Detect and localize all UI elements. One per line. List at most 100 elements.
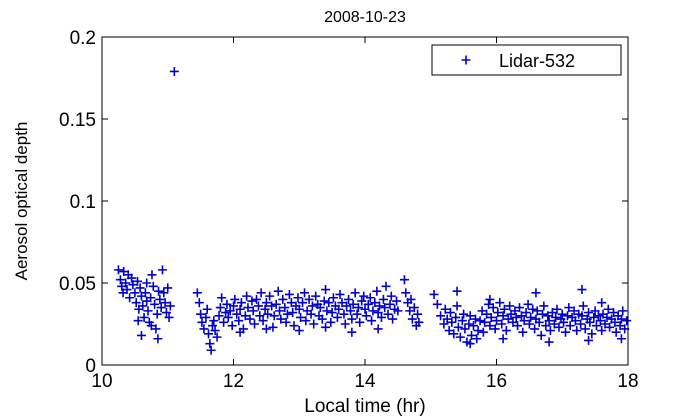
data-point — [486, 312, 496, 322]
data-point — [401, 288, 411, 298]
data-point — [327, 308, 337, 318]
data-point — [372, 286, 382, 296]
data-point — [136, 330, 146, 340]
data-point — [618, 306, 628, 316]
data-point — [298, 298, 308, 308]
data-point — [406, 294, 416, 304]
data-point — [306, 309, 316, 319]
data-point — [267, 301, 277, 311]
data-point — [163, 283, 173, 293]
data-point — [271, 299, 281, 309]
data-point — [315, 303, 325, 313]
data-point — [530, 324, 540, 334]
data-point — [597, 298, 607, 308]
data-point — [280, 303, 290, 313]
data-point — [119, 267, 129, 277]
y-tick-label: 0.15 — [59, 110, 96, 131]
data-point — [125, 293, 135, 303]
data-point — [153, 334, 163, 344]
data-point — [207, 321, 217, 331]
data-point — [516, 311, 526, 321]
data-point — [460, 324, 470, 334]
data-point — [492, 316, 501, 326]
data-point — [352, 309, 362, 319]
data-point — [196, 309, 206, 319]
data-point — [260, 304, 270, 314]
data-point — [201, 312, 211, 322]
data-point — [485, 321, 495, 331]
data-point — [459, 309, 469, 319]
data-point — [235, 304, 245, 314]
data-point — [544, 337, 554, 347]
data-point — [452, 286, 462, 296]
data-point — [121, 278, 131, 288]
data-point — [194, 298, 204, 308]
axes: 10 12 14 16 18 0 0.05 0.1 0.15 0.2 — [59, 28, 639, 392]
data-point — [440, 304, 450, 314]
data-point — [304, 294, 314, 304]
data-point — [468, 321, 478, 331]
data-point — [409, 303, 419, 313]
chart-title: 2008-10-23 — [324, 9, 406, 26]
data-point — [577, 285, 587, 295]
data-point — [457, 316, 467, 326]
data-point — [150, 299, 160, 309]
data-point — [543, 311, 553, 321]
data-point — [344, 294, 354, 304]
data-point — [449, 329, 459, 339]
data-point — [275, 306, 285, 316]
data-point — [572, 326, 582, 336]
data-point — [197, 317, 207, 327]
data-point — [328, 293, 338, 303]
data-point — [521, 308, 531, 318]
data-point — [160, 298, 170, 308]
data-point — [252, 294, 262, 304]
data-point — [199, 324, 209, 334]
data-point — [368, 306, 378, 316]
data-point — [413, 309, 423, 319]
data-point — [519, 316, 529, 326]
data-point — [210, 326, 220, 336]
data-point — [142, 278, 152, 288]
data-point — [321, 322, 331, 332]
data-point — [370, 298, 380, 308]
data-point — [414, 317, 424, 327]
data-point — [286, 298, 296, 308]
data-point — [603, 304, 613, 314]
data-point — [595, 316, 605, 326]
data-point — [376, 312, 386, 322]
data-point — [227, 321, 237, 331]
data-point — [480, 317, 490, 327]
data-point — [360, 304, 370, 314]
data-point — [335, 289, 345, 299]
y-tick-label: 0.2 — [70, 28, 96, 49]
data-point — [342, 301, 352, 311]
data-point — [339, 309, 349, 319]
data-point — [346, 306, 356, 316]
data-point — [565, 321, 575, 331]
data-point — [615, 321, 625, 331]
data-point — [505, 301, 515, 311]
data-point — [622, 316, 632, 326]
data-point — [311, 291, 321, 301]
data-point — [138, 301, 148, 311]
data-point — [159, 288, 169, 298]
data-point — [453, 322, 463, 332]
data-point — [442, 314, 452, 324]
data-point — [373, 324, 383, 334]
data-point — [128, 280, 138, 290]
data-point — [498, 334, 508, 344]
data-point — [253, 301, 263, 311]
data-point — [393, 306, 403, 316]
data-point — [475, 316, 485, 326]
data-point — [392, 296, 402, 306]
data-point — [523, 299, 533, 309]
data-point — [324, 298, 334, 308]
data-point — [347, 314, 357, 324]
data-point — [544, 316, 554, 326]
data-point — [276, 314, 286, 324]
data-point — [584, 335, 594, 345]
data-point — [578, 301, 588, 311]
x-tick-label: 12 — [223, 371, 244, 392]
